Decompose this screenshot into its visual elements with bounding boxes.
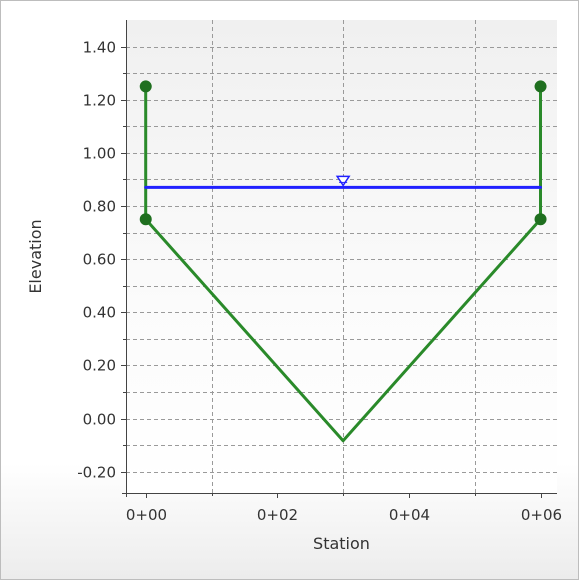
y-axis-title: Elevation — [26, 219, 45, 293]
y-tick-label: 0.20 — [83, 357, 116, 375]
vertex-marker — [534, 80, 547, 93]
x-tick-label: 0+06 — [521, 506, 562, 524]
y-tick-label: -0.20 — [77, 464, 116, 482]
x-axis-title: Station — [313, 534, 370, 553]
water-surface-icon — [335, 175, 351, 187]
vertex-marker — [534, 213, 547, 226]
y-tick-label: 0.00 — [83, 411, 116, 429]
y-tick-label: 0.40 — [83, 304, 116, 322]
y-tick-label: 1.00 — [83, 145, 116, 163]
x-tick-label: 0+04 — [389, 506, 430, 524]
x-tick-label: 0+00 — [126, 506, 167, 524]
y-tick-label: 0.80 — [83, 198, 116, 216]
channel-section-line — [144, 84, 542, 443]
vertex-marker — [139, 80, 152, 93]
x-tick-label: 0+02 — [257, 506, 298, 524]
plot-area — [126, 20, 557, 493]
y-tick-label: 1.20 — [83, 92, 116, 110]
y-tick-label: 0.60 — [83, 251, 116, 269]
y-tick-label: 1.40 — [83, 39, 116, 57]
vertex-marker — [139, 213, 152, 226]
